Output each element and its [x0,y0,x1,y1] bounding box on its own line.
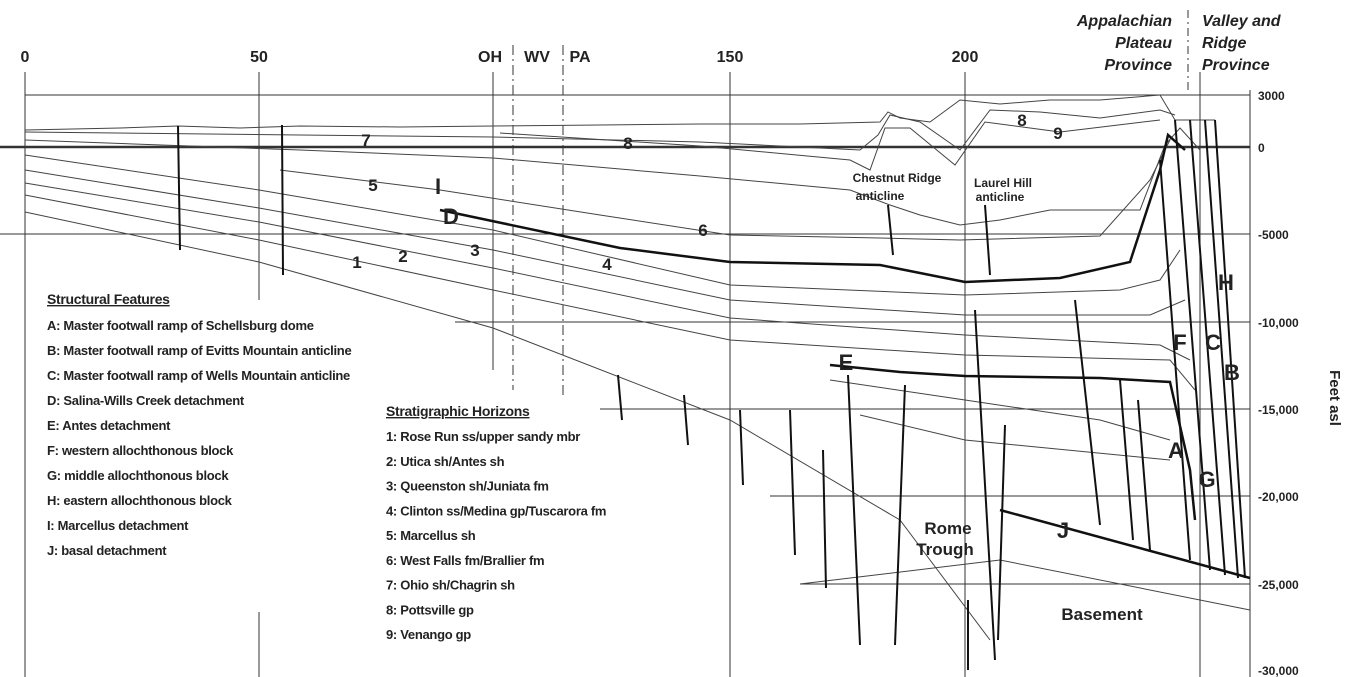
label: -20,000 [1258,490,1299,504]
label: 4 [602,255,612,274]
label: F [1173,330,1186,355]
legend-item: F: western allochthonous block [47,443,234,458]
label: Feet asl [1326,370,1343,426]
label: Province [1104,57,1172,74]
label: anticline [856,189,905,203]
label: Structural Features [47,291,170,307]
label: 8 [1017,111,1026,130]
legend-item: D: Salina-Wills Creek detachment [47,393,245,408]
label: -25,000 [1258,578,1299,592]
label: 5 [368,176,377,195]
faults-line [848,375,860,645]
faults-line [1120,380,1133,540]
legend-item: J: basal detachment [47,543,167,558]
faults-line [790,410,795,555]
faults-line [888,205,893,255]
label: Valley and [1202,13,1282,30]
label: Basement [1061,605,1143,624]
legend-item: E: Antes detachment [47,418,171,433]
cross-section: 0 50 150 200 OH WV PA Appalachian Platea… [0,0,1345,677]
label: 200 [952,49,979,66]
faults-line [740,410,743,485]
label: Plateau [1115,35,1172,52]
legend-item: 7: Ohio sh/Chagrin sh [386,578,515,593]
label: Ridge [1202,35,1247,52]
label: Trough [916,540,974,559]
legend-item: G: middle allochthonous block [47,468,229,483]
legend-item: 5: Marcellus sh [386,528,476,543]
horizons-path [25,110,1175,150]
faults-line [1075,300,1100,525]
legend-item: 2: Utica sh/Antes sh [386,454,505,469]
label: 2 [398,247,407,266]
label: 150 [717,49,744,66]
faults-line [282,125,283,275]
legend-item: C: Master footwall ramp of Wells Mountai… [47,368,350,383]
legend-item: B: Master footwall ramp of Evitts Mounta… [47,343,351,358]
label: -10,000 [1258,316,1299,330]
faults-line [618,375,622,420]
label: OH [478,49,502,66]
label: Stratigraphic Horizons [386,403,530,419]
horizons-path [800,560,1250,610]
faults-line [975,310,995,660]
legend-item: 9: Venango gp [386,627,471,642]
label: G [1198,467,1215,492]
label: WV [524,49,550,66]
label: 1 [352,253,361,272]
label: anticline [976,190,1025,204]
label: Laurel Hill [974,176,1032,190]
label: Province [1202,57,1270,74]
elevation-labels: 3000 0 -5000 -10,000 -15,000 -20,000 -25… [1258,89,1343,677]
legend-item: 1: Rose Run ss/upper sandy mbr [386,429,580,444]
faults-line [823,450,826,588]
label: 3000 [1258,89,1285,103]
legend-item: 3: Queenston sh/Juniata fm [386,479,549,494]
label: H [1218,270,1234,295]
label: -15,000 [1258,403,1299,417]
faults-line [998,425,1005,640]
label: Chestnut Ridge [853,171,942,185]
label: 0 [1258,141,1265,155]
top-labels: 0 50 150 200 OH WV PA Appalachian Platea… [21,13,1282,74]
label: 8 [623,134,632,153]
label: 50 [250,49,268,66]
faults-line [1138,400,1150,550]
label: PA [569,49,590,66]
horizons-path [25,95,1215,130]
legend-item: I: Marcellus detachment [47,518,189,533]
faults [178,120,1245,670]
label: A [1168,438,1184,463]
legend-item: 6: West Falls fm/Brallier fm [386,553,544,568]
horizons-path [440,135,1185,282]
legend-item: H: eastern allochthonous block [47,493,233,508]
label: -30,000 [1258,664,1299,677]
legend-item: 8: Pottsville gp [386,602,474,617]
label: Appalachian [1076,13,1172,30]
structural-legend: Structural Features A: Master footwall ra… [47,291,351,558]
faults-line [985,205,990,275]
label: -5000 [1258,228,1289,242]
legend-item: A: Master footwall ramp of Schellsburg d… [47,318,314,333]
label: B [1224,360,1240,385]
label: C [1205,330,1221,355]
horizons-path [830,380,1170,440]
label: I [435,174,441,199]
stratigraphic-legend: Stratigraphic Horizons 1: Rose Run ss/upp… [386,403,606,642]
legend-item: 4: Clinton ss/Medina gp/Tuscarora fm [386,503,606,518]
label: 9 [1053,124,1062,143]
label: 7 [361,131,370,150]
label: J [1057,518,1069,543]
label: 3 [470,241,479,260]
label: E [839,350,854,375]
label: D [443,204,459,229]
label: 0 [21,49,30,66]
label: Rome [924,519,971,538]
label: 6 [698,221,707,240]
faults-line [178,126,180,250]
